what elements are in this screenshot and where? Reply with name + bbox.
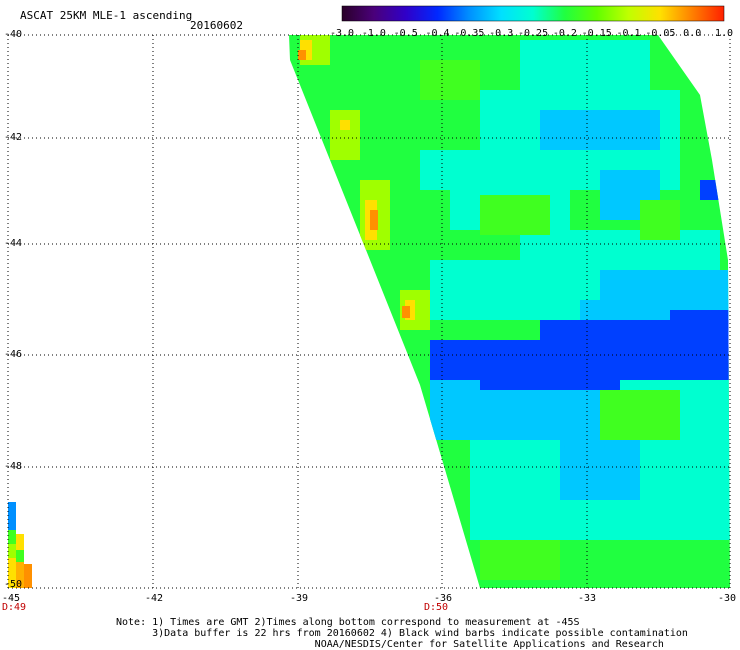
colorbar-tick-label: -0.25 [518, 28, 549, 39]
colorbar-tick-label: -0.05 [645, 28, 676, 39]
colorbar-tick-label: -0.1 [616, 28, 641, 39]
colorbar-tick-label: -0.4 [425, 28, 450, 39]
colorbar [341, 5, 725, 22]
notes: Note: 1) Times are GMT 2)Times along bot… [116, 617, 688, 650]
colorbar-tick-label: -3.0 [330, 28, 355, 39]
scatterometer-swath [289, 35, 730, 588]
colorbar-gradient [341, 5, 725, 22]
lon-label: -30 [718, 593, 737, 604]
time-label: D:50 [424, 602, 449, 613]
colorbar-tick-label: -0.3 [489, 28, 514, 39]
left-strip [8, 502, 32, 588]
note-line: NOAA/NESDIS/Center for Satellite Applica… [116, 639, 664, 650]
colorbar-tick-label: -0.35 [454, 28, 485, 39]
lat-label: -44 [4, 238, 23, 249]
lat-label: -40 [4, 29, 23, 40]
lon-label: -33 [578, 593, 597, 604]
colorbar-tick-label: 1.0 [715, 28, 734, 39]
lat-label: -46 [4, 349, 23, 360]
colorbar-tick-label: -0.5 [393, 28, 418, 39]
colorbar-tick-label: -0.15 [581, 28, 612, 39]
colorbar-tick-label: 0.0 [683, 28, 702, 39]
lat-label: -42 [4, 132, 23, 143]
lat-label: -50 [4, 579, 23, 590]
lon-label: -42 [145, 593, 164, 604]
lon-label: -36 [434, 593, 453, 604]
lon-label: -45 [2, 593, 21, 604]
grid [7, 34, 731, 589]
note-line: 3)Data buffer is 22 hrs from 20160602 4)… [116, 628, 688, 639]
time-label: D:49 [2, 602, 27, 613]
colorbar-tick-label: -1.0 [361, 28, 386, 39]
map-title: ASCAT 25KM MLE-1 ascending [20, 9, 193, 22]
note-line: Note: 1) Times are GMT 2)Times along bot… [116, 617, 580, 628]
lon-label: -39 [290, 593, 309, 604]
colorbar-tick-label: -0.2 [552, 28, 577, 39]
lat-label: -48 [4, 461, 23, 472]
map-date: 20160602 [190, 19, 243, 32]
